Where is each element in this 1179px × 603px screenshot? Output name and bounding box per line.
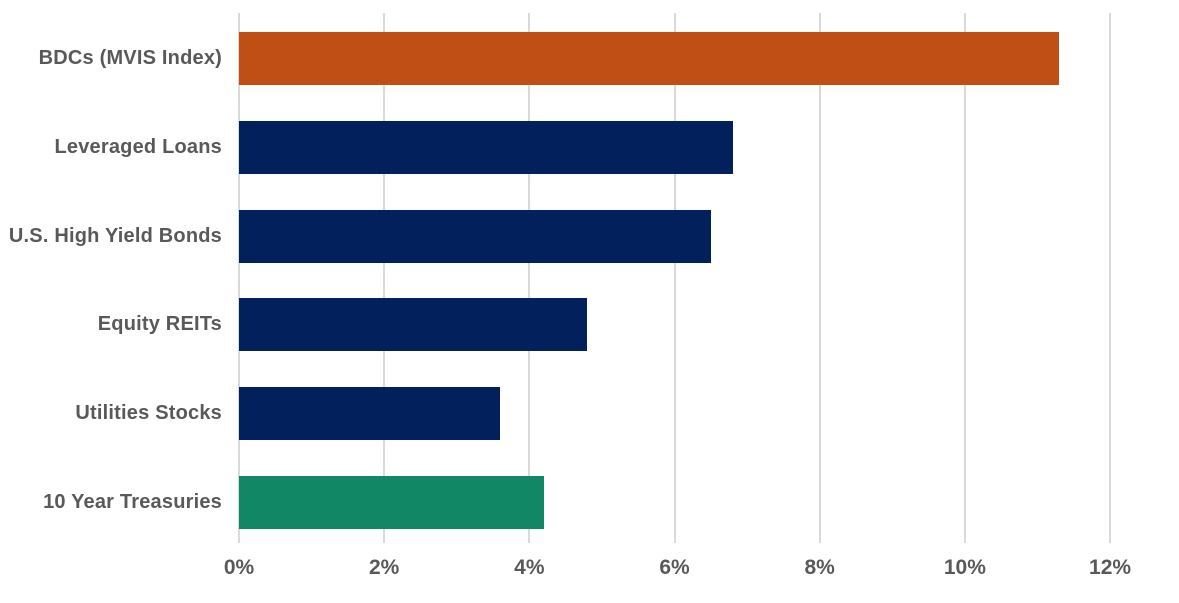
bar-equity-reits bbox=[239, 298, 588, 352]
bar-bdcs-mvis-index bbox=[239, 31, 1060, 85]
bar-track bbox=[239, 209, 1179, 263]
bar-leveraged-loans bbox=[239, 120, 733, 174]
category-label: Leveraged Loans bbox=[54, 135, 222, 158]
bar-track bbox=[239, 31, 1179, 85]
gridline-4pct bbox=[528, 13, 531, 543]
bar-row: Equity REITs bbox=[0, 281, 1179, 370]
bar-row: Utilities Stocks bbox=[0, 369, 1179, 458]
x-tick-label-2pct: 2% bbox=[368, 556, 400, 579]
x-tick-label-8pct: 8% bbox=[804, 556, 835, 579]
x-tick-label-0pct: 0% bbox=[223, 556, 255, 579]
x-tick-label-6pct: 6% bbox=[659, 556, 690, 579]
bar-utilities-stocks bbox=[239, 387, 501, 441]
bar-track bbox=[239, 476, 1179, 530]
gridline-6pct bbox=[673, 13, 676, 543]
gridline-12pct bbox=[1109, 13, 1112, 543]
gridlines bbox=[238, 13, 1179, 543]
x-tick-label-4pct: 4% bbox=[514, 556, 545, 579]
bar-track bbox=[239, 387, 1179, 441]
bar-rows: BDCs (MVIS Index) Leveraged Loans U.S. H… bbox=[0, 14, 1179, 547]
x-tick-label-10pct: 10% bbox=[943, 556, 986, 579]
category-label: Utilities Stocks bbox=[75, 402, 222, 425]
gridline-2pct bbox=[383, 13, 386, 543]
category-label: U.S. High Yield Bonds bbox=[8, 224, 222, 247]
category-label: 10 Year Treasuries bbox=[43, 491, 222, 514]
gridline-10pct bbox=[963, 13, 966, 543]
bar-track bbox=[239, 120, 1179, 174]
bar-track bbox=[239, 298, 1179, 352]
gridline-0pct bbox=[238, 13, 240, 543]
bar-row: Leveraged Loans bbox=[0, 103, 1179, 192]
x-tick-label-12pct: 12% bbox=[1089, 556, 1132, 579]
category-label: BDCs (MVIS Index) bbox=[38, 46, 222, 69]
x-axis: 0% 2% 4% 6% 8% 10% 12% bbox=[224, 556, 1179, 588]
gridline-8pct bbox=[818, 13, 821, 543]
bar-us-high-yield-bonds bbox=[239, 209, 711, 263]
bar-row: BDCs (MVIS Index) bbox=[0, 14, 1179, 103]
bar-row: 10 Year Treasuries bbox=[0, 458, 1179, 547]
bar-row: U.S. High Yield Bonds bbox=[0, 192, 1179, 281]
category-label: Equity REITs bbox=[97, 313, 222, 336]
bar-10-year-treasuries bbox=[239, 476, 544, 530]
